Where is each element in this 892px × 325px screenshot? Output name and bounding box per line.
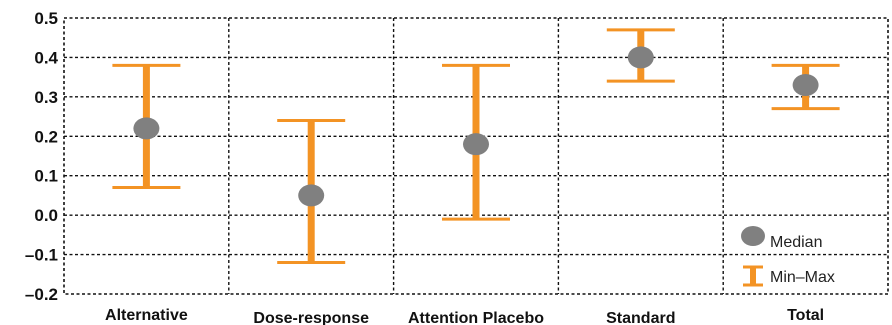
x-category-label: Attention Placebo — [408, 310, 544, 325]
grid — [63, 17, 889, 295]
y-tick-label: 0.3 — [34, 88, 58, 107]
legend-range-label: Min–Max — [770, 269, 835, 286]
y-tick-label: 0.0 — [34, 206, 58, 225]
legend-median-label: Median — [770, 234, 822, 251]
y-tick-label: –0.2 — [25, 285, 58, 304]
y-axis-ticks: 0.5 0.4 0.3 0.2 0.1 0.0 –0.1 –0.2 — [25, 9, 59, 304]
y-tick-label: 0.4 — [34, 48, 58, 67]
x-category-label: Total — [787, 307, 824, 324]
y-tick-label: –0.1 — [25, 246, 58, 265]
x-category-label: Alternative — [105, 307, 188, 324]
legend: Median Min–Max — [741, 226, 835, 287]
y-tick-label: 0.1 — [34, 167, 58, 186]
y-tick-label: 0.2 — [34, 127, 58, 146]
legend-median-marker — [741, 226, 765, 246]
x-category-label: Dose-response — [253, 310, 369, 325]
x-axis-categories: Alternative Dose-response Attention Placeb… — [105, 307, 824, 325]
median-point — [463, 133, 489, 156]
median-markers — [133, 46, 819, 207]
median-point — [792, 74, 819, 97]
y-tick-label: 0.5 — [34, 9, 58, 28]
x-category-label: Standard — [606, 310, 675, 325]
median-point — [133, 117, 160, 140]
median-point — [298, 184, 325, 207]
median-point — [627, 46, 654, 69]
